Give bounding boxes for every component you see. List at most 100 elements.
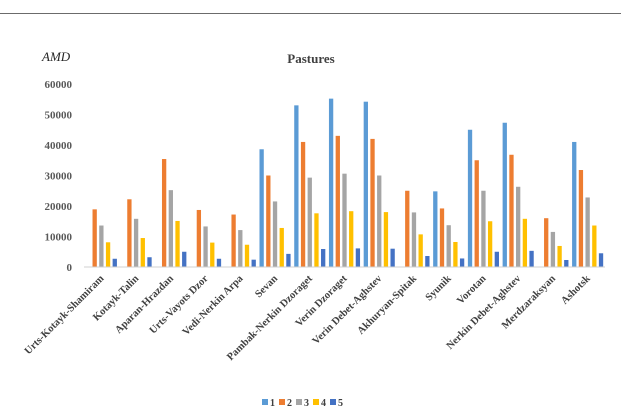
bar-2-series-4 (140, 238, 145, 267)
bar-9-series-1 (363, 101, 368, 267)
bar-15-series-4 (592, 225, 597, 267)
bar-1-series-2 (92, 209, 97, 267)
y-tick-label-1: 10000 (45, 232, 73, 244)
bar-13-series-4 (522, 218, 528, 267)
bar-14-series-3 (550, 231, 556, 267)
legend-swatch-4 (313, 399, 319, 405)
bars (92, 98, 604, 268)
legend-swatch-3 (296, 399, 302, 405)
bar-13-series-2 (509, 154, 514, 267)
legend: 1 2 3 4 5 (262, 398, 343, 409)
bar-12-series-1 (467, 129, 473, 267)
bar-10-series-5 (425, 256, 430, 267)
bar-15-series-5 (598, 253, 604, 267)
legend-label-3: 3 (304, 398, 309, 409)
x-tick-label-3: Aparan-Hrazdan (113, 273, 176, 336)
bar-15-series-2 (578, 170, 584, 267)
bar-9-series-5 (390, 248, 395, 267)
y-tick-label-4: 40000 (45, 140, 73, 152)
bar-3-series-5 (182, 251, 187, 267)
bar-3-series-3 (168, 190, 173, 267)
bar-9-series-4 (383, 212, 389, 267)
bar-11-series-1 (433, 191, 438, 267)
bar-14-series-4 (557, 245, 562, 267)
bar-6-series-5 (286, 253, 291, 267)
bar-10-series-3 (411, 212, 417, 267)
bar-11-series-5 (459, 258, 465, 267)
legend-swatch-5 (330, 399, 336, 405)
bar-4-series-3 (203, 226, 208, 267)
bar-9-series-3 (377, 175, 382, 267)
bar-6-series-3 (272, 201, 278, 267)
bar-2-series-3 (133, 218, 139, 267)
legend-label-1: 1 (270, 398, 275, 409)
bar-14-series-2 (544, 218, 549, 267)
bar-8-series-1 (328, 98, 334, 267)
bar-1-series-5 (112, 258, 117, 267)
bar-8-series-4 (349, 211, 354, 267)
x-tick-label-10: Akhuryan-Spitak (356, 273, 420, 337)
bar-6-series-2 (266, 175, 271, 267)
x-tick-label-15: Ashotsk (559, 273, 592, 306)
bar-4-series-4 (210, 242, 215, 267)
y-tick-label-3: 30000 (45, 171, 73, 183)
y-tick-label-5: 50000 (45, 110, 73, 122)
y-axis-ticks: 0 10000 20000 30000 40000 50000 60000 (45, 79, 73, 274)
chart-title: Pastures (287, 51, 334, 66)
bar-12-series-2 (474, 160, 479, 267)
x-tick-label-4: Urts-Vayots Dzor (148, 273, 211, 336)
y-tick-label-6: 60000 (45, 79, 73, 91)
y-tick-label-0: 0 (67, 262, 73, 274)
bar-8-series-2 (335, 135, 340, 267)
bar-13-series-5 (529, 250, 534, 267)
bar-13-series-1 (502, 122, 507, 268)
x-tick-label-6: Sevan (253, 273, 280, 300)
bar-7-series-4 (314, 213, 319, 267)
bar-12-series-4 (487, 221, 493, 267)
bar-11-series-4 (453, 241, 458, 267)
bar-10-series-4 (418, 234, 423, 267)
bar-11-series-3 (446, 225, 451, 267)
bar-4-series-2 (196, 209, 202, 267)
bar-12-series-3 (481, 190, 486, 267)
bar-15-series-3 (585, 197, 590, 267)
unit-label: AMD (41, 49, 71, 64)
bar-13-series-3 (516, 186, 521, 267)
bar-3-series-4 (175, 220, 180, 267)
x-tick-label-11: Syunik (424, 273, 454, 303)
bar-7-series-5 (321, 249, 326, 267)
bar-3-series-2 (161, 159, 167, 267)
bar-2-series-5 (147, 257, 152, 267)
y-tick-label-2: 20000 (45, 201, 73, 213)
bar-7-series-1 (294, 105, 299, 267)
bar-14-series-5 (564, 259, 569, 267)
bar-2-series-2 (127, 199, 132, 267)
legend-swatch-1 (262, 399, 268, 405)
bar-1-series-3 (99, 225, 104, 267)
x-tick-label-5: Vedi-Nerkin Arpa (181, 273, 246, 338)
legend-label-2: 2 (287, 398, 292, 409)
bar-8-series-5 (355, 248, 361, 267)
bar-1-series-4 (105, 242, 111, 267)
bar-5-series-3 (238, 230, 243, 267)
top-divider (0, 13, 621, 14)
bar-6-series-4 (279, 227, 284, 267)
bar-10-series-2 (405, 190, 410, 267)
bar-8-series-3 (342, 173, 347, 267)
x-axis-labels: Urts-Kotayk-ShamiramKotayk-TalinAparan-H… (23, 273, 593, 363)
bar-6-series-1 (259, 149, 264, 267)
bar-5-series-4 (244, 244, 250, 267)
x-tick-label-12: Vorotan (455, 273, 488, 306)
bar-7-series-3 (307, 177, 312, 267)
bar-7-series-2 (300, 141, 306, 267)
bar-5-series-5 (251, 259, 256, 267)
bar-12-series-5 (494, 251, 499, 267)
bar-9-series-2 (370, 138, 375, 267)
bar-5-series-2 (231, 214, 236, 267)
bar-11-series-2 (439, 208, 445, 267)
legend-label-5: 5 (338, 398, 343, 409)
bar-15-series-1 (572, 141, 577, 267)
legend-label-4: 4 (321, 398, 326, 409)
bar-4-series-5 (216, 258, 222, 267)
